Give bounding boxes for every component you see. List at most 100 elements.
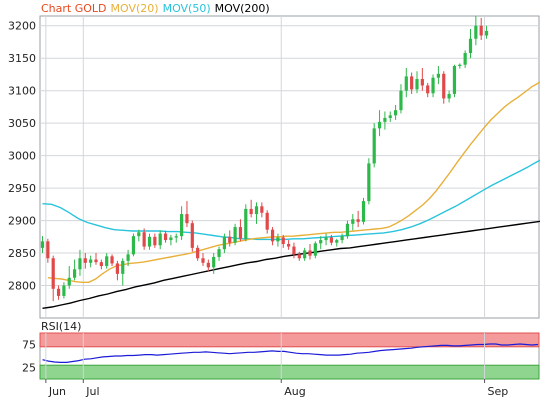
candle (361, 197, 366, 225)
y-tick-label: 2900 (8, 215, 36, 228)
y-tick-label: 3000 (8, 150, 36, 163)
candle (94, 253, 98, 265)
candle (436, 66, 440, 85)
candle (458, 63, 462, 69)
legend-entry: Chart GOLD (41, 2, 107, 15)
candle (206, 259, 210, 272)
candle (426, 82, 430, 98)
candle (308, 243, 312, 260)
candle (410, 72, 414, 94)
candle (147, 233, 152, 250)
candle (142, 228, 146, 250)
candle (115, 260, 119, 281)
candle (228, 230, 232, 247)
y-tick-label: 3150 (8, 52, 36, 65)
mov50-line (42, 159, 540, 241)
candle (329, 234, 333, 246)
candle (222, 233, 226, 254)
x-tick-label: Jun (48, 385, 66, 398)
candle (163, 230, 168, 243)
candle (265, 210, 269, 234)
candle (367, 158, 371, 205)
y-tick-label: 2850 (8, 247, 36, 260)
price-panel: 2800 2850 2900 2950 3000 3050 3100 3150 3200 (8, 15, 540, 319)
candle (56, 285, 61, 300)
y-tick-label: 3100 (8, 85, 36, 98)
candle (185, 201, 189, 228)
candle (287, 240, 291, 250)
candle (153, 233, 157, 248)
y-tick-label: 3200 (8, 20, 36, 33)
legend-entry: MOV(20) (111, 2, 159, 15)
candle (303, 247, 307, 261)
rsi-overbought-band (39, 332, 540, 348)
candle (442, 71, 446, 104)
candle (260, 202, 264, 218)
candle (297, 251, 301, 261)
chart-legend: Chart GOLD MOV(20) MOV(50) MOV(200) (41, 2, 270, 15)
rsi-title: RSI(14) (41, 320, 81, 333)
candle (137, 229, 141, 242)
candle (196, 245, 200, 261)
candle (394, 104, 398, 120)
candle (319, 236, 323, 250)
x-tick-label: Jul (85, 385, 99, 398)
candle (431, 74, 435, 98)
candle (99, 259, 103, 270)
candle (292, 242, 296, 259)
candle (404, 67, 408, 98)
x-axis: Jun Jul Aug Sep (45, 333, 509, 398)
candle (399, 84, 403, 114)
candle (474, 16, 478, 46)
candle (105, 253, 109, 269)
candle (484, 25, 489, 39)
candle (212, 253, 216, 274)
y-tick-label: 2800 (8, 280, 36, 293)
rsi-panel: 25 75 RSI(14) (22, 320, 540, 380)
candle (51, 255, 55, 302)
candle (46, 238, 50, 263)
candle (340, 233, 344, 244)
legend-entry: MOV(50) (163, 2, 211, 15)
rsi-oversold-band (39, 364, 540, 380)
candle (463, 50, 467, 68)
candle (244, 204, 248, 242)
candle (40, 236, 45, 254)
candle (67, 266, 71, 289)
candle (131, 233, 136, 257)
candle (447, 90, 451, 103)
candle (238, 219, 243, 242)
candle (281, 234, 285, 248)
candle (126, 249, 130, 267)
candle (174, 233, 178, 243)
candle (270, 227, 275, 246)
rsi-tick-label: 25 (22, 362, 36, 375)
candle (73, 259, 77, 281)
candle (110, 254, 114, 267)
candle (249, 199, 253, 218)
rsi-tick-label: 75 (22, 339, 36, 352)
candle (377, 110, 382, 137)
candle (351, 214, 355, 231)
candle (383, 111, 387, 130)
candle (415, 71, 419, 94)
candle (479, 17, 483, 41)
mov20-line (47, 81, 540, 283)
candle (217, 246, 221, 261)
candle (372, 123, 376, 168)
candle (121, 258, 125, 286)
candle (180, 206, 184, 241)
candle (233, 223, 237, 246)
x-tick-label: Sep (488, 385, 509, 398)
candle (158, 230, 162, 250)
candle (89, 255, 93, 268)
legend-entry: MOV(200) (215, 2, 270, 15)
candle (62, 282, 66, 299)
candle (335, 238, 339, 247)
candle (83, 253, 87, 269)
candle (420, 67, 424, 91)
y-tick-label: 3050 (8, 117, 36, 130)
candle (452, 64, 457, 98)
candle (345, 220, 350, 239)
